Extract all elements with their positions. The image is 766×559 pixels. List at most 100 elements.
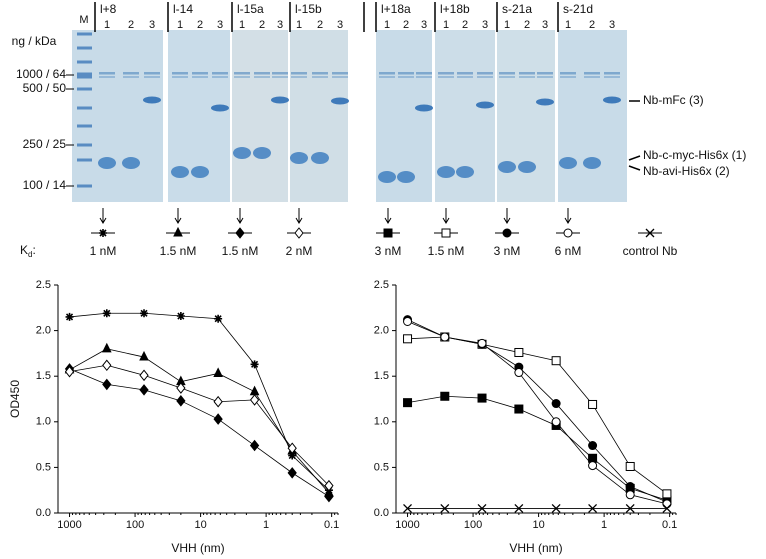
marker-shape <box>514 503 524 513</box>
faint-band <box>99 72 115 75</box>
kd-value: 1.5 nM <box>428 244 465 258</box>
faint-band <box>291 76 307 78</box>
data-point <box>551 399 561 409</box>
lane-label: 1 <box>296 19 302 31</box>
band <box>378 171 396 183</box>
data-point <box>213 413 223 425</box>
marker-shape <box>625 490 635 500</box>
marker-band <box>77 72 92 76</box>
x-tick-label: 10 <box>532 519 544 531</box>
y-axis-title: OD450 <box>8 380 22 418</box>
kd-value: control Nb <box>623 244 678 258</box>
x-tick-label: 100 <box>464 519 482 531</box>
faint-band <box>291 72 307 75</box>
data-point <box>213 395 223 408</box>
size-marker-label: 500 / 50 <box>23 81 67 95</box>
group-label: l-15b <box>295 2 322 16</box>
marker-shape <box>625 461 635 471</box>
marker-shape <box>625 503 635 513</box>
kd-value: 1 nM <box>90 244 117 258</box>
lane-label: 3 <box>421 19 427 31</box>
legend-marker <box>294 227 304 239</box>
group-label: l-14 <box>173 2 193 16</box>
kd-label: Kd: <box>20 243 36 259</box>
marker-shape <box>383 228 393 238</box>
lane-label: 3 <box>277 19 283 31</box>
gel-panel <box>232 30 288 202</box>
marker-band <box>77 106 92 110</box>
lane-label: 1 <box>104 19 110 31</box>
marker-shape <box>287 467 297 479</box>
data-point <box>324 479 334 492</box>
lane-label: 1 <box>443 19 449 31</box>
band <box>143 96 161 104</box>
data-point <box>588 399 598 409</box>
legend-marker <box>645 228 655 238</box>
marker-band <box>77 75 92 79</box>
group-label: l+18a <box>381 2 411 16</box>
legend-marker <box>502 228 512 238</box>
band-pointer <box>628 165 641 171</box>
faint-band <box>457 72 473 75</box>
marker-band <box>77 87 92 91</box>
band <box>476 101 494 109</box>
marker-shape <box>514 404 524 414</box>
faint-band <box>477 72 493 75</box>
gel-panel <box>558 30 627 202</box>
data-point <box>477 503 487 513</box>
data-point <box>140 309 149 318</box>
x-axis-title: VHH (nm) <box>509 541 562 555</box>
marker-shape <box>213 395 223 408</box>
lane-label: 3 <box>149 19 155 31</box>
data-point <box>625 482 635 492</box>
data-point <box>213 367 223 377</box>
group-label: s-21d <box>563 2 593 16</box>
faint-band <box>332 76 348 78</box>
data-point <box>440 391 450 401</box>
faint-band <box>212 76 228 78</box>
data-point <box>65 312 74 321</box>
faint-band <box>272 72 288 75</box>
size-marker-label: 1000 / 64 <box>16 67 66 81</box>
data-point <box>64 365 75 378</box>
marker-shape <box>288 451 297 460</box>
series-line <box>407 395 668 501</box>
data-point <box>214 314 223 323</box>
arrow-head <box>564 217 572 224</box>
marker-shape <box>403 334 413 344</box>
x-tick-label: 1000 <box>395 519 419 531</box>
marker-shape <box>140 309 149 318</box>
faint-band <box>254 76 270 78</box>
data-point <box>440 503 450 513</box>
x-tick-label: 1 <box>601 519 607 531</box>
data-point <box>403 316 413 326</box>
faint-band <box>519 72 535 75</box>
data-point <box>662 503 672 513</box>
group-label: s-21a <box>502 2 532 16</box>
data-point <box>102 378 112 391</box>
data-point <box>287 467 297 479</box>
data-point <box>625 503 635 513</box>
faint-band <box>477 76 493 78</box>
band-label: Nb-avi-His6x (2) <box>643 164 730 178</box>
data-point <box>662 489 672 499</box>
group-label: l-15a <box>237 2 264 16</box>
marker-shape <box>235 227 245 239</box>
faint-band <box>584 76 600 78</box>
data-point <box>288 451 297 460</box>
faint-band <box>537 76 553 78</box>
band <box>271 96 289 104</box>
kd-value: 3 nM <box>494 244 521 258</box>
marker-band <box>77 124 92 128</box>
marker-shape <box>213 413 223 425</box>
marker-shape <box>213 367 223 377</box>
y-tick-label: 0.5 <box>374 461 389 473</box>
marker-shape <box>514 368 524 378</box>
faint-band <box>123 72 139 75</box>
marker-shape <box>176 312 185 321</box>
marker-band <box>77 32 92 36</box>
marker-band <box>77 60 92 64</box>
faint-band <box>604 76 620 78</box>
data-point <box>403 334 413 344</box>
legend-marker <box>235 227 245 239</box>
